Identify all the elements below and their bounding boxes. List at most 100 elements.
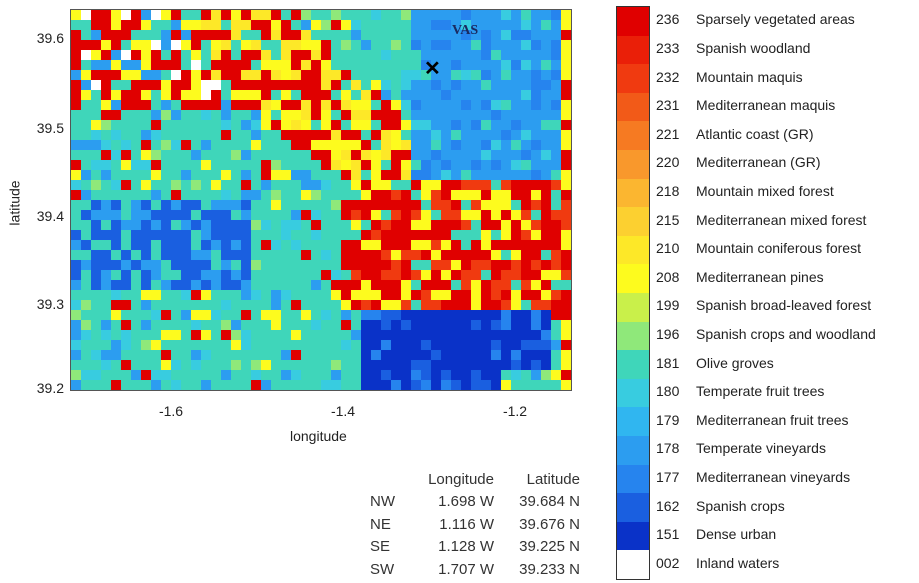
table-row: SW 1.707 W 39.233 N [370, 558, 580, 581]
legend-label: Temperate fruit trees [696, 383, 825, 400]
legend-label: Mountain mixed forest [696, 182, 834, 199]
legend-swatch [617, 378, 650, 408]
legend-item: 199 Spanish broad-leaved forest [656, 297, 871, 313]
y-tick-label: 39.5 [36, 120, 64, 136]
table-cell: 1.116 W [439, 515, 494, 533]
table-cell: SE [370, 538, 391, 556]
legend-code: 215 [656, 211, 680, 228]
station-label: VAS [452, 23, 479, 38]
legend-swatch [617, 7, 650, 37]
table-cell: 39.684 N [519, 493, 580, 511]
legend-label: Mediterranean mixed forest [696, 211, 867, 228]
legend-item: 218 Mountain mixed forest [656, 183, 834, 199]
land-cover-raster [71, 10, 571, 390]
x-axis-label: longitude [290, 428, 347, 444]
land-cover-map [70, 9, 572, 391]
y-tick-label: 39.3 [36, 296, 64, 312]
table-cell: 1.128 W [438, 538, 494, 556]
legend-label: Temperate vineyards [696, 440, 826, 457]
legend-item: 220 Mediterranean (GR) [656, 154, 821, 170]
legend-item: 196 Spanish crops and woodland [656, 326, 876, 342]
legend-swatch [617, 264, 650, 294]
table-header-cell: Longitude [428, 470, 494, 488]
table-cell: NE [370, 515, 391, 533]
legend-label: Dense urban [696, 526, 777, 543]
table-cell: NW [370, 493, 395, 511]
legend-label: Mountain maquis [696, 68, 803, 85]
legend-label: Mediterranean (GR) [696, 154, 821, 171]
legend-code: 002 [656, 554, 680, 571]
legend-code: 210 [656, 240, 680, 257]
legend-code: 178 [656, 440, 680, 457]
legend-item: 233 Spanish woodland [656, 40, 810, 56]
legend-swatch [617, 207, 650, 237]
legend-label: Mediterranean maquis [696, 97, 836, 114]
table-header-row: Longitude Latitude [370, 468, 580, 491]
y-tick-label: 39.2 [36, 380, 64, 396]
legend-swatch [617, 550, 650, 580]
x-tick-label: -1.6 [158, 403, 184, 419]
legend-item: 162 Spanish crops [656, 498, 785, 514]
legend-swatch [617, 64, 650, 94]
table-cell: 1.707 W [438, 560, 494, 578]
legend-label: Inland waters [696, 554, 780, 571]
table-cell: SW [370, 560, 395, 578]
legend-code: 151 [656, 526, 680, 543]
legend-swatch [617, 350, 650, 380]
table-cell: 39.225 N [519, 538, 580, 556]
legend-code: 231 [656, 97, 680, 114]
y-tick-label: 39.6 [36, 30, 64, 46]
corner-coordinates-table: Longitude Latitude NW 1.698 W 39.684 N N… [370, 468, 580, 581]
legend-swatch [617, 464, 650, 494]
legend-swatch [617, 121, 650, 151]
legend-swatch [617, 521, 650, 551]
legend-swatch [617, 178, 650, 208]
legend-label: Spanish woodland [696, 39, 811, 56]
legend-swatch [617, 321, 650, 351]
legend-item: 179 Mediterranean fruit trees [656, 412, 849, 428]
legend-code: 181 [656, 354, 680, 371]
legend-code: 180 [656, 383, 680, 400]
legend-item: 180 Temperate fruit trees [656, 383, 824, 399]
legend-colorbar [616, 6, 650, 580]
legend-item: 210 Mountain coniferous forest [656, 240, 861, 256]
legend-label: Spanish broad-leaved forest [696, 297, 872, 314]
legend-item: 215 Mediterranean mixed forest [656, 212, 866, 228]
table-header-cell: Latitude [526, 470, 580, 488]
legend-swatch [617, 149, 650, 180]
legend-label: Olive groves [696, 354, 774, 371]
legend-code: 179 [656, 411, 680, 428]
legend-swatch [617, 35, 650, 65]
legend-label: Mediterranean pines [696, 268, 824, 285]
legend-label: Mountain coniferous forest [696, 240, 861, 257]
legend-item: 002 Inland waters [656, 555, 779, 571]
legend-label: Mediterranean vineyards [696, 468, 851, 485]
legend-code: 196 [656, 325, 680, 342]
legend-label: Mediterranean fruit trees [696, 411, 849, 428]
legend-swatch [617, 407, 650, 437]
legend-swatch [617, 235, 650, 265]
legend-code: 232 [656, 68, 680, 85]
legend-label: Spanish crops and woodland [696, 325, 876, 342]
table-row: NW 1.698 W 39.684 N [370, 491, 580, 514]
x-tick-label: -1.4 [330, 403, 356, 419]
legend-swatch [617, 435, 650, 466]
y-axis-label: latitude [6, 180, 23, 226]
legend-item: 208 Mediterranean pines [656, 269, 824, 285]
table-cell: 1.698 W [438, 493, 494, 511]
x-tick-label: -1.2 [502, 403, 528, 419]
legend-code: 236 [656, 11, 680, 28]
legend-code: 199 [656, 297, 680, 314]
y-tick-label: 39.4 [36, 208, 64, 224]
legend-item: 177 Mediterranean vineyards [656, 469, 850, 485]
legend-swatch [617, 292, 650, 323]
legend-item: 181 Olive groves [656, 355, 774, 371]
legend-code: 221 [656, 125, 680, 142]
legend-item: 231 Mediterranean maquis [656, 97, 835, 113]
legend-code: 233 [656, 39, 680, 56]
legend-item: 178 Temperate vineyards [656, 440, 826, 456]
table-row: NE 1.116 W 39.676 N [370, 513, 580, 536]
table-cell: 39.676 N [519, 515, 580, 533]
legend-label: Sparsely vegetated areas [696, 11, 855, 28]
table-row: SE 1.128 W 39.225 N [370, 536, 580, 559]
